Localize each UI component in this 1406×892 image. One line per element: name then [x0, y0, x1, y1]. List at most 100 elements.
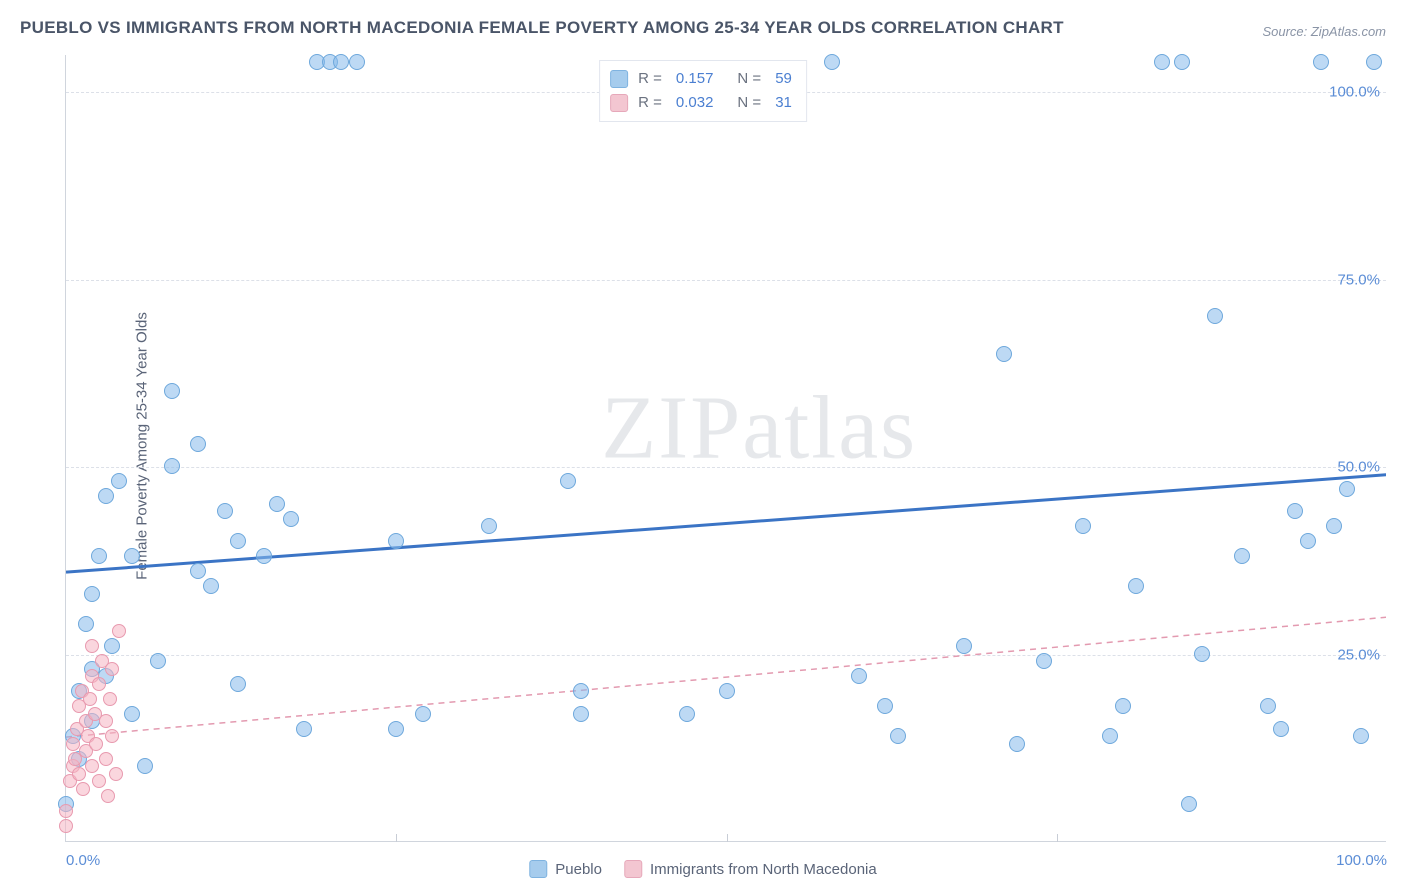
scatter-point [573, 706, 589, 722]
scatter-point [111, 473, 127, 489]
gridline-horizontal [66, 280, 1386, 281]
scatter-point [98, 488, 114, 504]
scatter-point [679, 706, 695, 722]
scatter-point [1260, 698, 1276, 714]
scatter-point [824, 54, 840, 70]
scatter-point [190, 563, 206, 579]
scatter-point [85, 759, 99, 773]
gridline-vertical [727, 834, 728, 842]
scatter-point [1036, 653, 1052, 669]
y-tick-label: 25.0% [1337, 646, 1380, 663]
scatter-point [573, 683, 589, 699]
scatter-point [99, 714, 113, 728]
legend-n-label: N = [737, 91, 761, 115]
scatter-point [92, 774, 106, 788]
scatter-point [72, 767, 86, 781]
legend-n-label: N = [737, 67, 761, 91]
scatter-point [996, 346, 1012, 362]
scatter-point [1287, 503, 1303, 519]
legend-n-value: 31 [775, 91, 792, 115]
legend-r-label: R = [638, 91, 662, 115]
scatter-point [101, 789, 115, 803]
legend-r-label: R = [638, 67, 662, 91]
scatter-point [1102, 728, 1118, 744]
legend-item: Immigrants from North Macedonia [624, 860, 877, 878]
scatter-point [256, 548, 272, 564]
legend-swatch [610, 70, 628, 88]
scatter-point [59, 819, 73, 833]
scatter-point [877, 698, 893, 714]
legend-series-label: Immigrants from North Macedonia [650, 861, 877, 878]
scatter-point [269, 496, 285, 512]
scatter-point [1234, 548, 1250, 564]
scatter-point [164, 383, 180, 399]
y-tick-label: 50.0% [1337, 459, 1380, 476]
scatter-point [890, 728, 906, 744]
gridline-horizontal [66, 655, 1386, 656]
scatter-point [481, 518, 497, 534]
scatter-point [1115, 698, 1131, 714]
scatter-point [124, 706, 140, 722]
gridline-vertical [1057, 834, 1058, 842]
scatter-point [91, 548, 107, 564]
scatter-point [109, 767, 123, 781]
scatter-point [333, 54, 349, 70]
scatter-point [76, 782, 90, 796]
scatter-point [1300, 533, 1316, 549]
y-tick-label: 75.0% [1337, 271, 1380, 288]
gridline-horizontal [66, 467, 1386, 468]
scatter-point [1075, 518, 1091, 534]
scatter-point [283, 511, 299, 527]
scatter-point [78, 616, 94, 632]
scatter-point [105, 662, 119, 676]
scatter-point [349, 54, 365, 70]
scatter-point [1194, 646, 1210, 662]
scatter-point [415, 706, 431, 722]
scatter-point [851, 668, 867, 684]
legend-n-value: 59 [775, 67, 792, 91]
legend-swatch [624, 860, 642, 878]
scatter-point [85, 639, 99, 653]
scatter-point [1326, 518, 1342, 534]
scatter-point [1273, 721, 1289, 737]
scatter-point [230, 533, 246, 549]
scatter-point [190, 436, 206, 452]
scatter-point [89, 737, 103, 751]
source-attribution: Source: ZipAtlas.com [1262, 24, 1386, 39]
legend-swatch [610, 94, 628, 112]
scatter-point [388, 721, 404, 737]
x-tick-label: 0.0% [66, 852, 100, 869]
legend-r-value: 0.157 [676, 67, 714, 91]
scatter-point [1339, 481, 1355, 497]
scatter-point [1353, 728, 1369, 744]
scatter-point [230, 676, 246, 692]
scatter-point [59, 804, 73, 818]
scatter-point [203, 578, 219, 594]
scatter-point [164, 458, 180, 474]
series-legend: Pueblo Immigrants from North Macedonia [529, 860, 876, 878]
scatter-point [66, 737, 80, 751]
scatter-point [1174, 54, 1190, 70]
scatter-point [103, 692, 117, 706]
chart-plot-area: 25.0%50.0%75.0%100.0%0.0%100.0% [65, 55, 1386, 842]
scatter-point [137, 758, 153, 774]
scatter-point [1009, 736, 1025, 752]
gridline-vertical [396, 834, 397, 842]
trend-lines [66, 55, 1386, 841]
legend-r-value: 0.032 [676, 91, 714, 115]
legend-series-label: Pueblo [555, 861, 602, 878]
scatter-point [1154, 54, 1170, 70]
scatter-point [84, 586, 100, 602]
scatter-point [112, 624, 126, 638]
scatter-point [105, 729, 119, 743]
scatter-point [1366, 54, 1382, 70]
legend-item: Pueblo [529, 860, 602, 878]
scatter-point [1313, 54, 1329, 70]
scatter-point [104, 638, 120, 654]
legend-row: R = 0.032 N = 31 [610, 91, 792, 115]
scatter-point [217, 503, 233, 519]
scatter-point [92, 677, 106, 691]
scatter-point [99, 752, 113, 766]
scatter-point [719, 683, 735, 699]
scatter-point [1181, 796, 1197, 812]
